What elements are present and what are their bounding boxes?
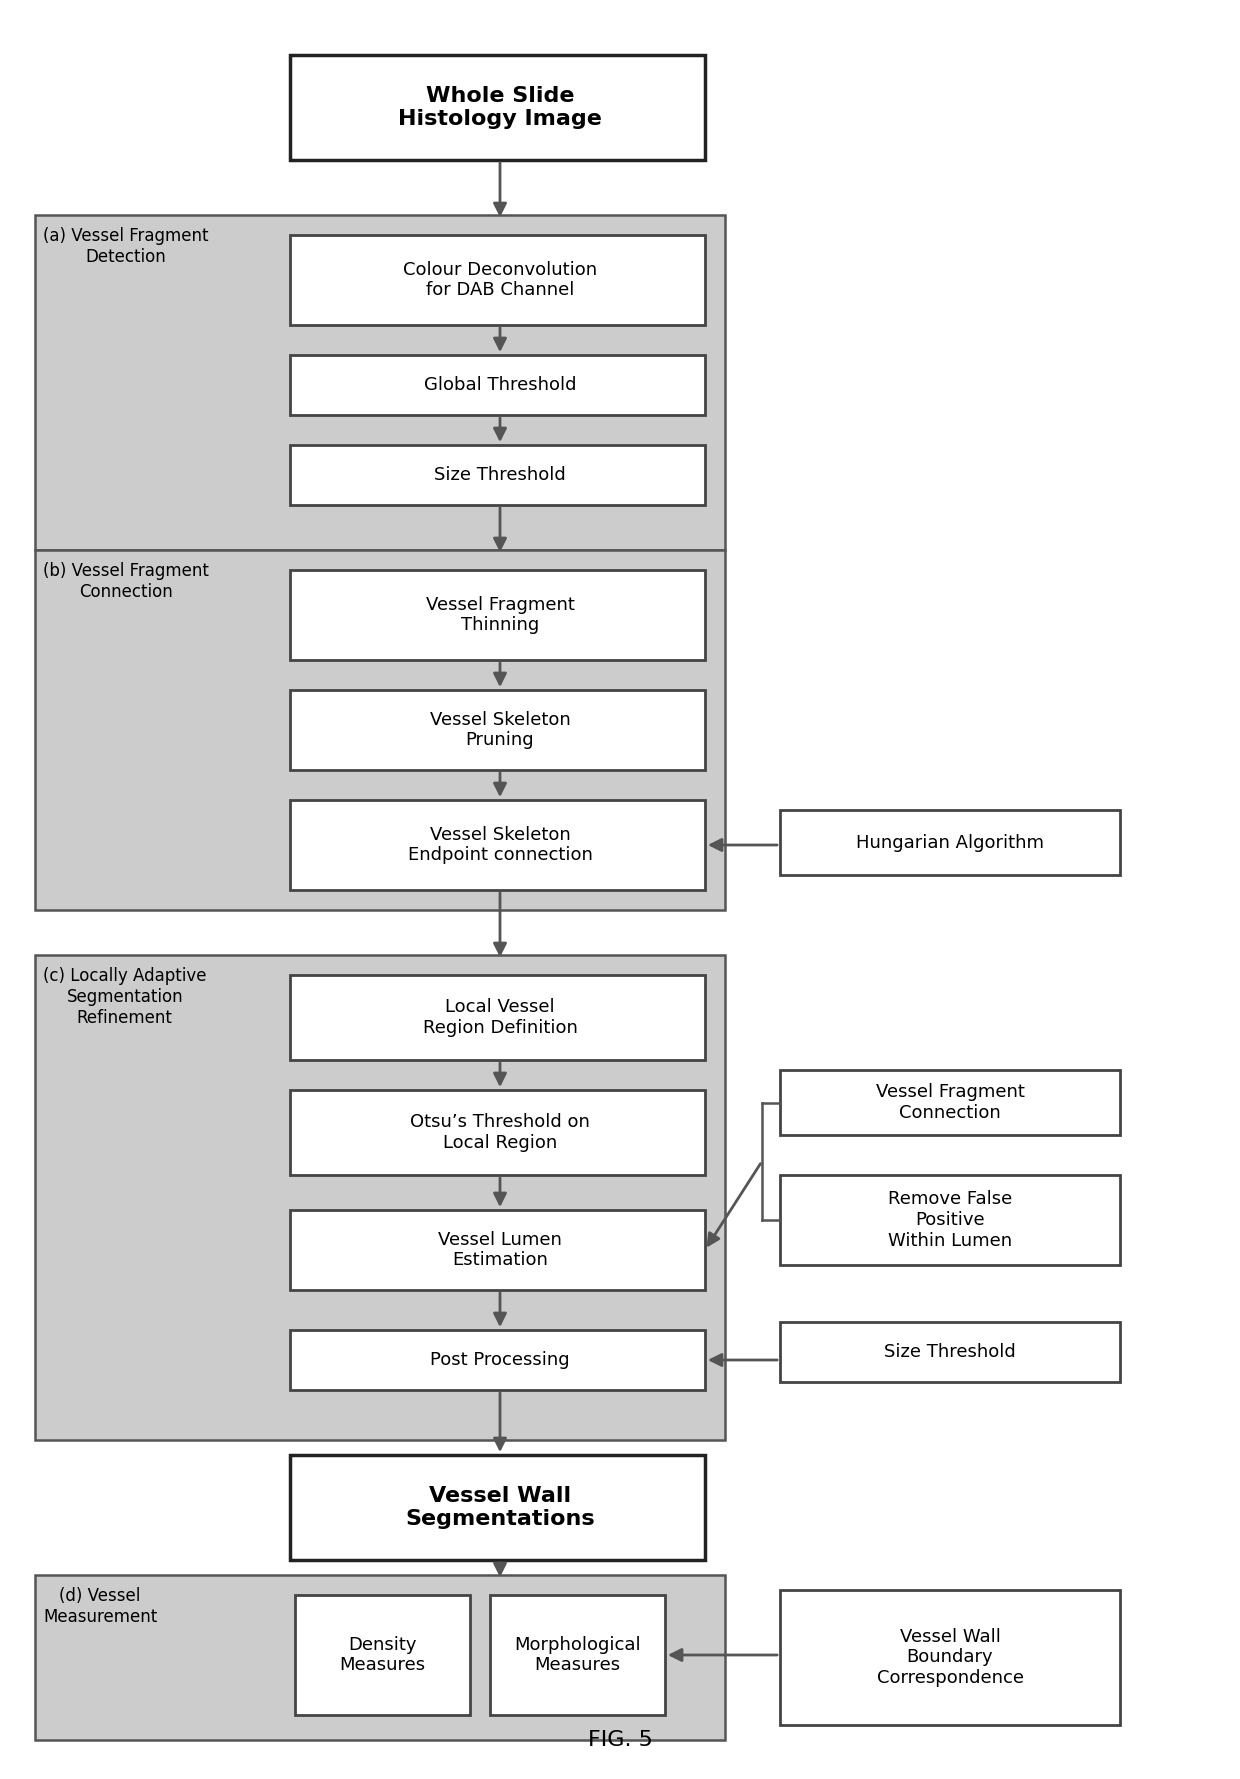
Bar [290, 569, 706, 660]
Text: Otsu’s Threshold on
Local Region: Otsu’s Threshold on Local Region [410, 1114, 590, 1151]
Text: (a) Vessel Fragment
Detection: (a) Vessel Fragment Detection [43, 228, 208, 265]
Bar [290, 356, 706, 415]
Bar [290, 1331, 706, 1389]
Bar [780, 809, 1120, 875]
Bar [290, 55, 706, 160]
Bar [290, 690, 706, 770]
Text: Vessel Lumen
Estimation: Vessel Lumen Estimation [438, 1231, 562, 1270]
Text: Vessel Fragment
Thinning: Vessel Fragment Thinning [425, 596, 574, 635]
Text: Hungarian Algorithm: Hungarian Algorithm [856, 834, 1044, 852]
Bar [295, 1596, 470, 1715]
Bar [780, 1069, 1120, 1135]
Text: Remove False
Positive
Within Lumen: Remove False Positive Within Lumen [888, 1190, 1012, 1251]
Bar [290, 235, 706, 326]
Text: Global Threshold: Global Threshold [424, 375, 577, 393]
Text: Vessel Skeleton
Endpoint connection: Vessel Skeleton Endpoint connection [408, 825, 593, 865]
Text: (d) Vessel
Measurement: (d) Vessel Measurement [43, 1587, 157, 1626]
Bar [780, 1322, 1120, 1382]
Bar [35, 1574, 725, 1740]
Bar [290, 1455, 706, 1560]
Bar [35, 955, 725, 1439]
Text: Morphological
Measures: Morphological Measures [515, 1635, 641, 1674]
Bar [490, 1596, 665, 1715]
Bar [780, 1590, 1120, 1726]
Text: (c) Locally Adaptive
Segmentation
Refinement: (c) Locally Adaptive Segmentation Refine… [43, 968, 207, 1026]
Text: Density
Measures: Density Measures [340, 1635, 425, 1674]
Text: Whole Slide
Histology Image: Whole Slide Histology Image [398, 85, 601, 130]
Text: Post Processing: Post Processing [430, 1350, 570, 1370]
Bar [290, 1210, 706, 1290]
Text: Vessel Wall
Segmentations: Vessel Wall Segmentations [405, 1485, 595, 1530]
Text: (b) Vessel Fragment
Connection: (b) Vessel Fragment Connection [43, 562, 208, 601]
Text: Vessel Wall
Boundary
Correspondence: Vessel Wall Boundary Correspondence [877, 1628, 1023, 1686]
Text: Colour Deconvolution
for DAB Channel: Colour Deconvolution for DAB Channel [403, 260, 598, 299]
Text: FIG. 5: FIG. 5 [588, 1729, 652, 1751]
Bar [290, 975, 706, 1060]
Bar [290, 445, 706, 505]
Text: Vessel Fragment
Connection: Vessel Fragment Connection [875, 1083, 1024, 1123]
Text: Local Vessel
Region Definition: Local Vessel Region Definition [423, 998, 578, 1037]
Text: Size Threshold: Size Threshold [434, 466, 565, 484]
Bar [780, 1174, 1120, 1265]
Text: Size Threshold: Size Threshold [884, 1343, 1016, 1361]
Bar [35, 550, 725, 911]
Bar [35, 215, 725, 550]
Bar [290, 1091, 706, 1174]
Bar [290, 801, 706, 890]
Text: Vessel Skeleton
Pruning: Vessel Skeleton Pruning [429, 710, 570, 749]
